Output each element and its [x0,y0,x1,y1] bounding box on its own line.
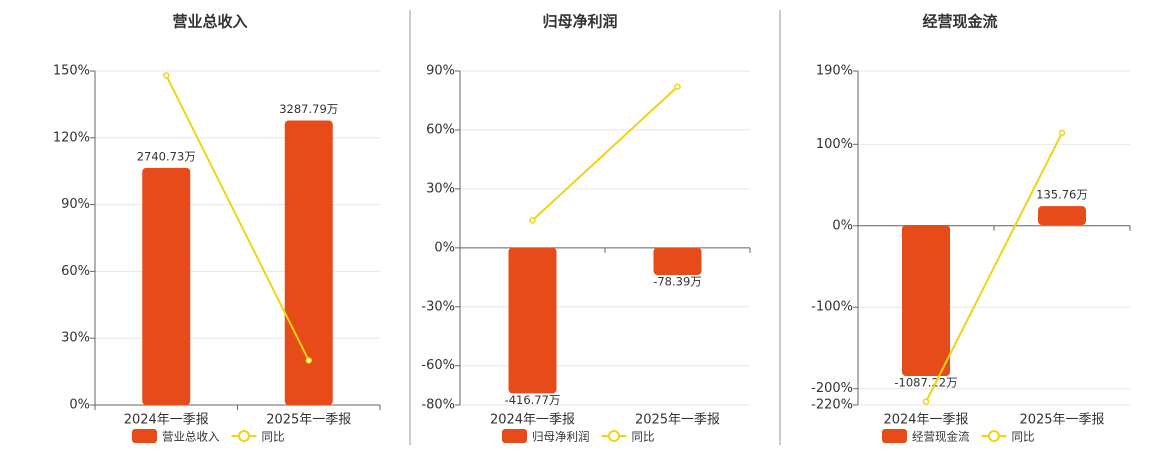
bar [284,120,333,405]
legend-swatch [132,429,157,443]
line [925,132,1063,403]
x-tick-label: 2025年一季报 [635,413,720,428]
legend-swatch [502,429,527,443]
bar [902,225,950,377]
line-point [674,83,681,90]
y-tick-label: -100% [811,300,853,315]
y-tick-label: 0% [434,240,455,255]
chart-title: 归母净利润 [542,13,617,31]
y-tick-label: 90% [61,197,90,212]
line-point [163,72,170,79]
line-point [529,217,536,224]
y-tick-label: 30% [61,331,90,346]
y-tick-label: -80% [421,398,455,413]
data-label: 135.76万 [1036,188,1088,202]
y-tick-label: -60% [421,358,455,373]
legend-label: 营业总收入 [162,430,220,444]
y-tick-label: 150% [53,64,90,79]
line-point [922,398,930,405]
y-tick-label: -200% [811,381,853,396]
legend-swatch [238,430,250,442]
line [531,85,679,222]
legend-swatch [988,430,1000,442]
chart-title: 营业总收入 [172,13,247,31]
y-tick-label: 30% [426,181,455,196]
bar [508,247,557,394]
y-tick-label: 0% [832,218,853,233]
data-label: 3287.79万 [279,102,338,116]
legend-swatch [608,430,620,442]
bar [653,247,702,276]
data-label: -416.77万 [505,393,561,407]
x-tick-label: 2024年一季报 [124,413,209,428]
legend-label: 归母净利润 [532,430,590,444]
y-tick-label: 90% [426,64,455,79]
legend-label: 同比 [262,430,285,444]
y-tick-label: -220% [811,398,853,413]
x-tick-label: 2025年一季报 [1019,413,1104,428]
legend-swatch [882,429,907,443]
y-tick-label: 100% [816,137,853,152]
bar [1038,206,1086,226]
y-tick-label: -30% [421,299,455,314]
x-tick-label: 2025年一季报 [266,413,351,428]
data-label: -1087.22万 [894,376,957,390]
legend-label: 同比 [632,430,655,444]
y-tick-label: 0% [69,398,90,413]
y-tick-label: 190% [816,64,853,79]
line [165,75,310,361]
bar [142,167,191,405]
x-tick-label: 2024年一季报 [883,413,968,428]
data-label: -78.39万 [653,275,702,289]
chart-title: 经营现金流 [922,13,997,31]
legend-label: 经营现金流 [912,430,970,444]
y-tick-label: 120% [53,130,90,145]
data-label: 2740.73万 [137,149,196,163]
legend-label: 同比 [1012,430,1035,444]
x-tick-label: 2024年一季报 [490,413,575,428]
line-point [1058,129,1066,137]
y-tick-label: 60% [61,264,90,279]
y-tick-label: 60% [426,122,455,137]
line-point [305,357,312,364]
